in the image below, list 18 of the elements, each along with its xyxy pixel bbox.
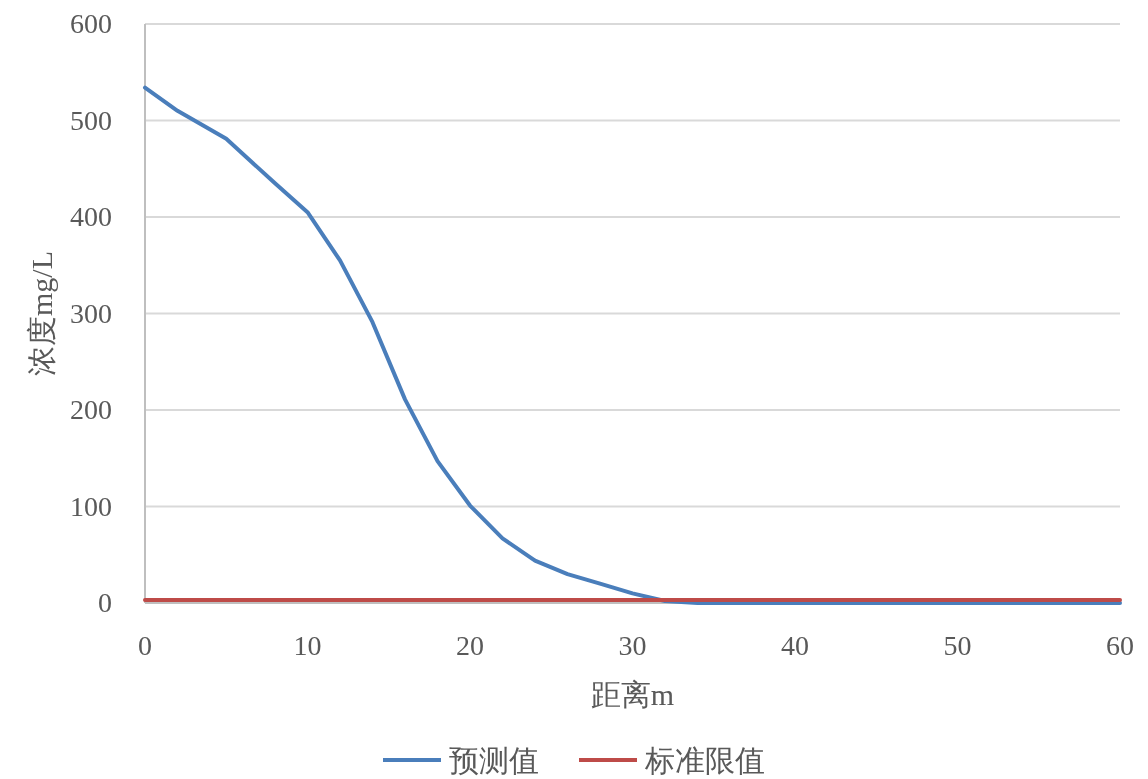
y-tick-label: 400 bbox=[70, 201, 112, 232]
y-axis-title: 浓度mg/L bbox=[25, 251, 58, 376]
legend-label: 预测值 bbox=[449, 744, 539, 777]
y-tick-label: 500 bbox=[70, 104, 112, 136]
legend-label: 标准限值 bbox=[644, 744, 765, 777]
y-tick-label: 200 bbox=[70, 394, 112, 425]
x-tick-label: 60 bbox=[1106, 630, 1134, 661]
y-tick-label: 0 bbox=[98, 587, 112, 618]
x-tick-label: 0 bbox=[138, 630, 152, 661]
x-axis-title: 距离m bbox=[590, 678, 675, 711]
x-tick-label: 40 bbox=[781, 630, 809, 661]
x-tick-label: 30 bbox=[618, 630, 647, 661]
y-tick-label: 600 bbox=[70, 8, 112, 39]
x-tick-label: 10 bbox=[293, 630, 322, 661]
x-tick-label: 50 bbox=[943, 630, 972, 661]
x-tick-label: 20 bbox=[456, 630, 484, 661]
y-tick-label: 300 bbox=[70, 297, 112, 329]
y-tick-label: 100 bbox=[70, 490, 112, 522]
